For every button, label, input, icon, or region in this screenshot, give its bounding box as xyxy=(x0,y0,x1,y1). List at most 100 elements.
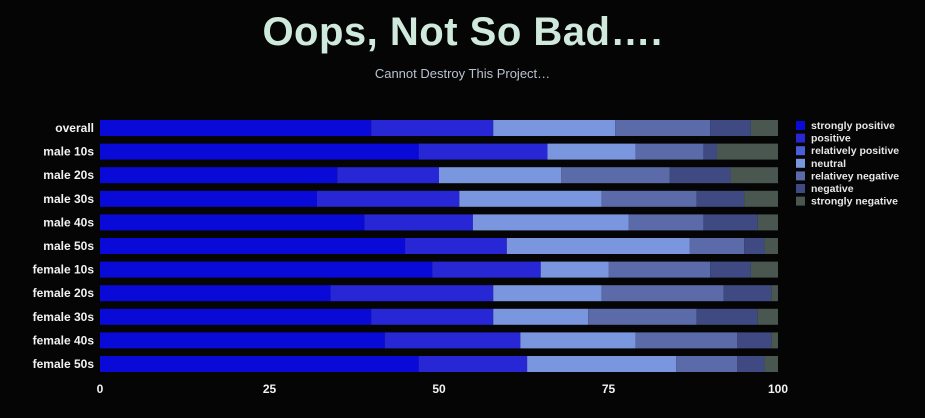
bar-segment-positive xyxy=(418,356,528,372)
bar-segment-negative xyxy=(737,356,765,372)
bar-segment-relativey-negative xyxy=(689,238,745,254)
legend-label: neutral xyxy=(811,158,846,170)
bar-segment-neutral xyxy=(506,238,690,254)
bar-segment-strongly-negative xyxy=(771,285,778,302)
x-tick-label: 50 xyxy=(432,382,446,396)
bar-segment-neutral xyxy=(527,356,677,372)
bar-segment-negative xyxy=(696,190,745,207)
bar-segment-negative xyxy=(744,238,765,254)
bar-segment-strongly-positive xyxy=(100,332,385,349)
bar-segment-strongly-negative xyxy=(757,308,778,325)
bar-segment-relativey-negative xyxy=(676,356,738,372)
legend-swatch xyxy=(796,184,805,193)
legend-label: positive xyxy=(811,133,851,145)
category-label: male 40s xyxy=(43,215,94,229)
bar-segment-relativey-negative xyxy=(628,214,704,231)
bar-segment-neutral xyxy=(493,285,602,302)
bar-segment-strongly-positive xyxy=(100,167,338,184)
bar-segment-relativey-negative xyxy=(608,261,711,278)
legend-label: negative xyxy=(811,183,854,195)
bar-segment-negative xyxy=(703,214,758,231)
legend-label: relatively positive xyxy=(811,145,899,157)
bar-segment-strongly-negative xyxy=(771,332,778,349)
bar-segment-strongly-positive xyxy=(100,190,317,207)
x-tick-label: 25 xyxy=(263,382,277,396)
bar-segment-positive xyxy=(371,308,494,325)
bar-segment-relativey-negative xyxy=(561,167,670,184)
legend-swatch xyxy=(796,171,805,181)
bar-segment-positive xyxy=(432,261,541,278)
bar-segment-strongly-positive xyxy=(100,308,372,325)
bar-segment-strongly-negative xyxy=(764,238,778,254)
bar-segment-neutral xyxy=(472,214,629,231)
bar-segment-negative xyxy=(737,332,772,349)
bar-segment-relativey-negative xyxy=(635,332,738,349)
bar-segment-neutral xyxy=(547,143,636,160)
bar-segment-strongly-negative xyxy=(764,356,778,372)
legend-label: strongly positive xyxy=(811,120,895,132)
legend-label: strongly negative xyxy=(811,196,898,208)
bar-segment-positive xyxy=(330,285,494,302)
category-label: male 30s xyxy=(43,192,94,206)
bar-segment-negative xyxy=(703,143,717,160)
bar-segment-strongly-positive xyxy=(100,356,419,372)
bar-segment-strongly-positive xyxy=(100,238,406,254)
bar-segment-strongly-positive xyxy=(100,285,331,302)
bar-segment-strongly-negative xyxy=(750,120,778,136)
bar-segment-negative xyxy=(710,120,751,136)
bar-segment-strongly-negative xyxy=(716,143,778,160)
legend-swatch xyxy=(796,196,805,206)
bar-segment-relativey-negative xyxy=(615,120,711,136)
bar-segment-neutral xyxy=(439,167,562,184)
x-tick-label: 100 xyxy=(768,382,788,396)
bar-segment-positive xyxy=(371,120,494,136)
legend-swatch xyxy=(796,158,805,168)
legend-swatch xyxy=(796,121,805,130)
category-label: female 30s xyxy=(33,310,95,324)
bar-segment-strongly-positive xyxy=(100,261,433,278)
legend-swatch xyxy=(796,146,805,156)
bar-segment-strongly-negative xyxy=(744,190,778,207)
bar-segment-neutral xyxy=(459,190,602,207)
category-label: female 50s xyxy=(33,357,95,371)
category-label: female 20s xyxy=(33,286,95,300)
bar-segment-positive xyxy=(364,214,473,231)
category-label: female 10s xyxy=(33,263,95,277)
bar-segment-positive xyxy=(337,167,439,184)
bar-segment-negative xyxy=(710,261,751,278)
chart-subtitle: Cannot Destroy This Project… xyxy=(374,66,551,81)
bar-segment-relativey-negative xyxy=(601,190,697,207)
legend-label: relativey negative xyxy=(811,170,899,182)
category-label: male 20s xyxy=(43,168,94,182)
category-label: male 50s xyxy=(43,239,94,253)
bar-segment-neutral xyxy=(493,120,616,136)
bar-segment-strongly-negative xyxy=(730,167,778,184)
bar-segment-positive xyxy=(316,190,460,207)
x-tick-label: 0 xyxy=(97,382,104,396)
category-label: overall xyxy=(55,121,94,135)
bar-segment-strongly-negative xyxy=(750,261,778,278)
bar-segment-positive xyxy=(418,143,548,160)
bar-segment-neutral xyxy=(520,332,636,349)
bar-segment-neutral xyxy=(540,261,609,278)
bar-segment-strongly-positive xyxy=(100,120,372,136)
bar-segment-positive xyxy=(405,238,507,254)
bar-segment-positive xyxy=(384,332,521,349)
bar-segment-strongly-negative xyxy=(757,214,778,231)
x-tick-label: 75 xyxy=(602,382,616,396)
bar-segment-strongly-positive xyxy=(100,143,419,160)
legend-swatch xyxy=(796,133,805,143)
bar-segment-strongly-positive xyxy=(100,214,365,231)
category-label: male 10s xyxy=(43,145,94,159)
bar-segment-relativey-negative xyxy=(601,285,724,302)
bar-segment-negative xyxy=(669,167,731,184)
chart-title: Oops, Not So Bad…. xyxy=(262,10,663,54)
bar-segment-negative xyxy=(723,285,772,302)
bar-segment-relativey-negative xyxy=(588,308,697,325)
bar-segment-relativey-negative xyxy=(635,143,704,160)
category-label: female 40s xyxy=(33,333,95,347)
bar-segment-neutral xyxy=(493,308,589,325)
bar-segment-negative xyxy=(696,308,758,325)
